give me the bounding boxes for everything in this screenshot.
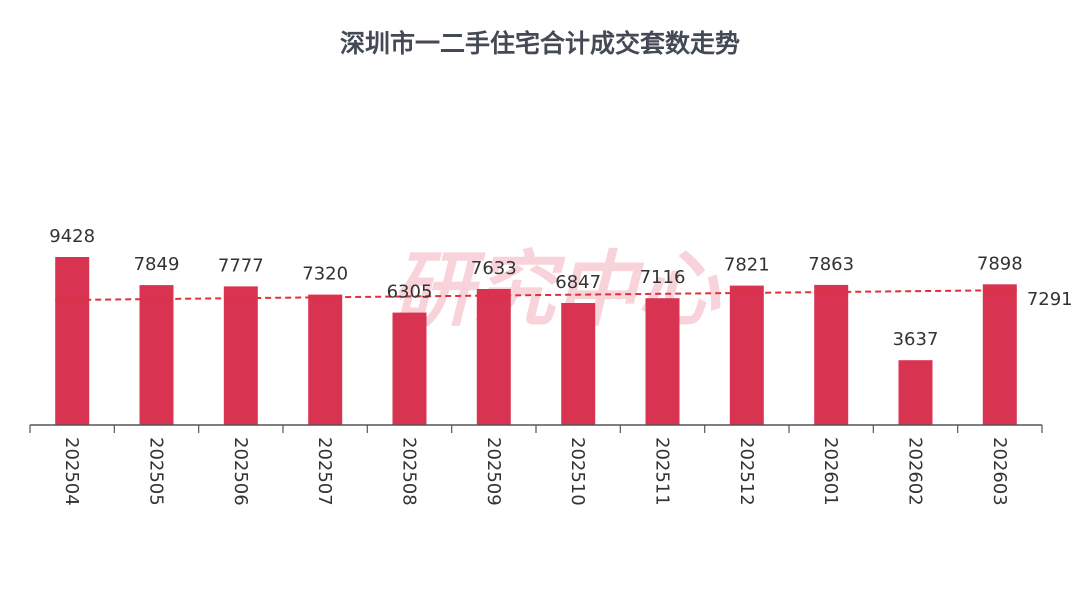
value-label-202504: 9428 [49,226,95,247]
x-tick-label-202512: 202512 [736,437,757,506]
value-label-202602: 3637 [893,329,939,350]
x-tick-label-202504: 202504 [61,437,82,506]
chart-title: 深圳市一二手住宅合计成交套数走势 [340,29,740,58]
bar-202512 [729,285,764,425]
x-tick-label-202505: 202505 [146,437,167,506]
bar-202507 [308,294,343,425]
value-label-202512: 7821 [724,255,770,276]
x-tick-label-202510: 202510 [567,437,588,506]
x-tick-label-202603: 202603 [989,437,1010,506]
value-label-202509: 7633 [471,258,517,279]
bar-202504 [55,257,90,425]
average-line-group: 7291 [55,289,1073,310]
x-tick-label-202507: 202507 [314,437,335,506]
value-label-202511: 7116 [640,267,686,288]
bar-202508 [392,312,427,425]
bar-202506 [223,286,258,425]
x-tick-label-202602: 202602 [905,437,926,506]
x-tick-label-202506: 202506 [230,437,251,506]
bar-202511 [645,298,680,425]
average-label: 7291 [1027,289,1073,310]
bar-202509 [476,289,511,425]
bars-group [55,257,1017,425]
value-label-202508: 6305 [387,282,433,303]
bar-202505 [139,285,174,425]
bar-202602 [898,360,933,425]
value-labels-group: 9428 7849 7777 7320 6305 7633 6847 7116 7821 7863… [49,226,1022,350]
bar-202603 [982,284,1017,425]
x-tick-label-202601: 202601 [820,437,841,506]
value-label-202603: 7898 [977,253,1023,274]
bar-202510 [561,303,596,425]
average-line [55,289,1017,302]
x-tick-label-202511: 202511 [652,437,673,506]
value-label-202507: 7320 [302,264,348,285]
bar-202601 [814,284,849,425]
value-label-202601: 7863 [808,254,854,275]
x-tick-label-202509: 202509 [483,437,504,506]
value-label-202505: 7849 [134,254,180,275]
x-tick-label-202508: 202508 [399,437,420,506]
value-label-202510: 6847 [555,272,601,293]
value-label-202506: 7777 [218,255,264,276]
x-axis: 202504 202505 202506 202507 202508 202509 2025… [29,424,1043,506]
